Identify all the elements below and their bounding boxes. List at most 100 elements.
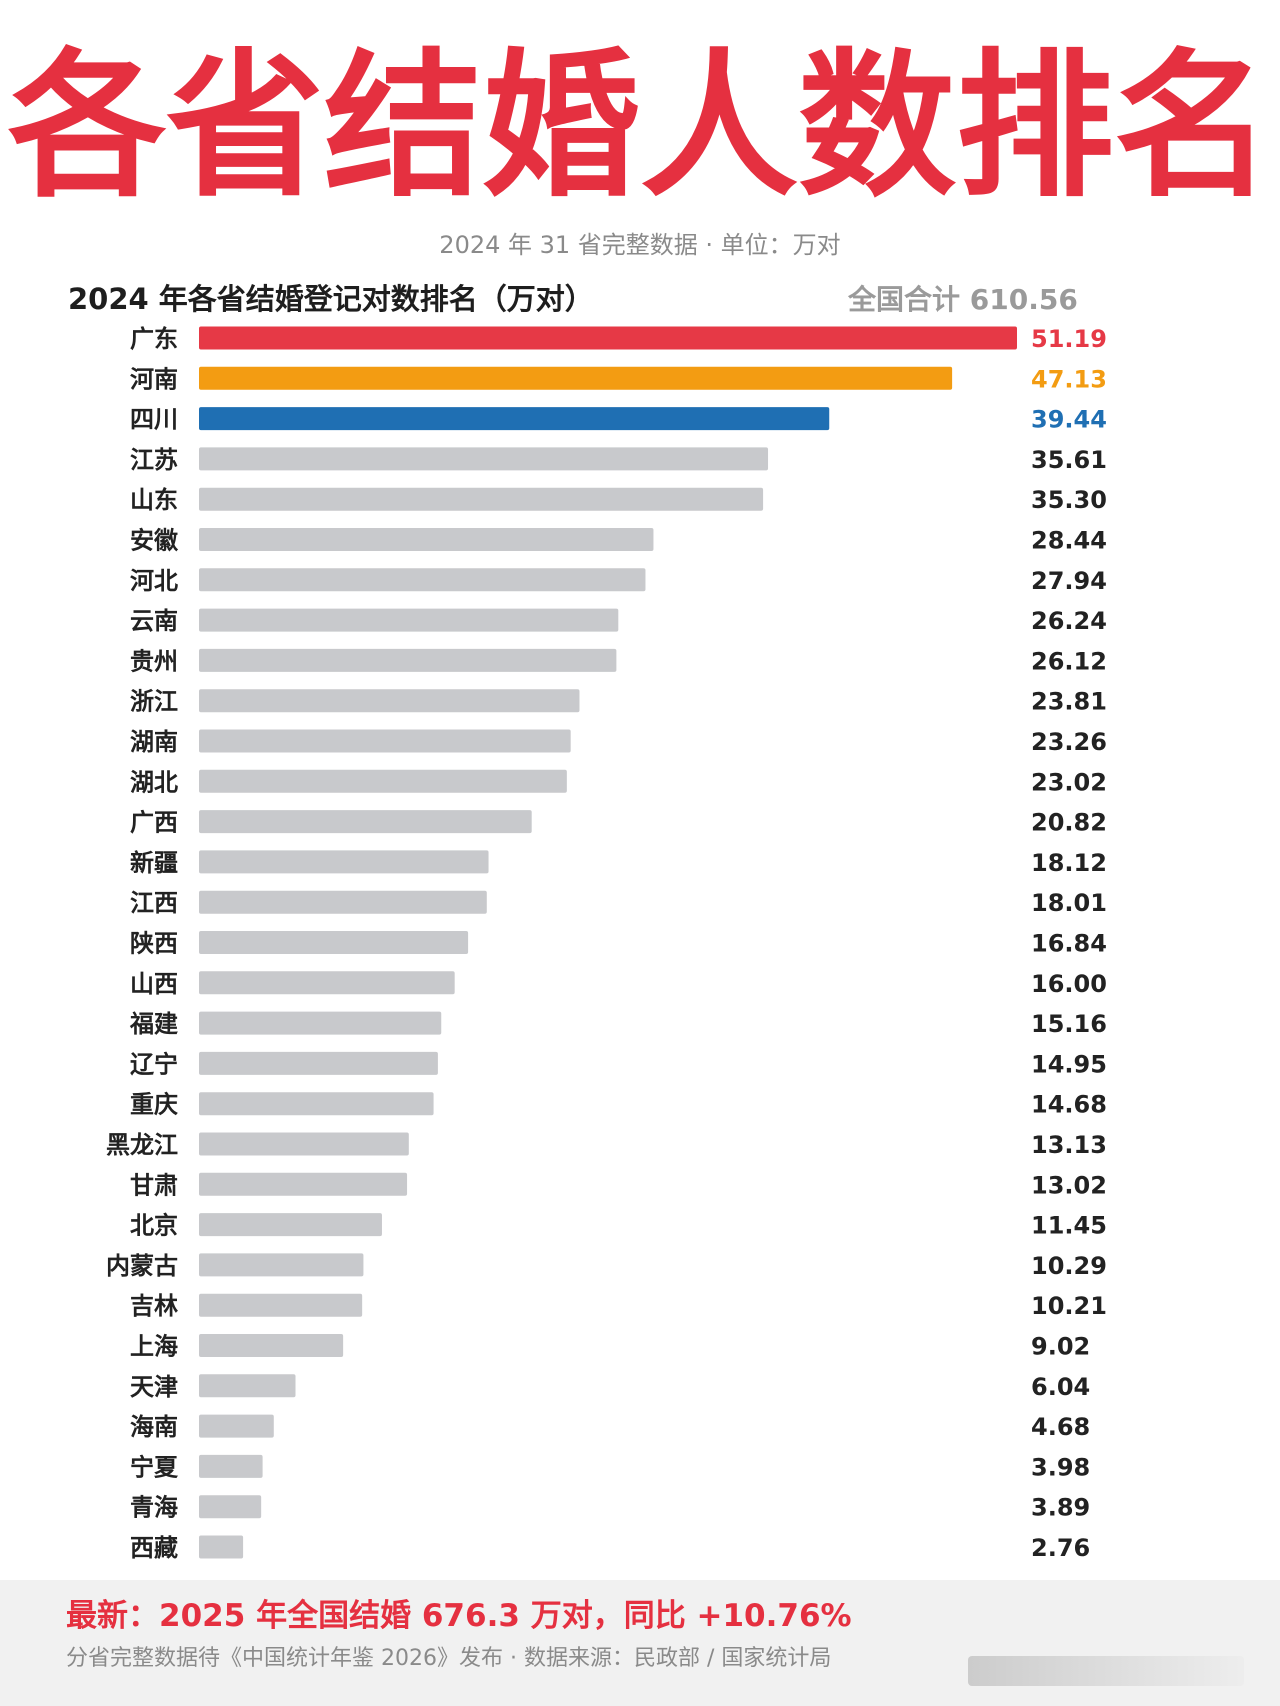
category-label: 湖南 — [130, 728, 178, 756]
data-label: 14.95 — [1031, 1050, 1107, 1078]
data-label: 47.13 — [1031, 365, 1107, 393]
national-total-label: 全国合计 610.56 — [848, 283, 1078, 316]
bar — [199, 1414, 274, 1438]
data-label: 39.44 — [1031, 406, 1107, 434]
category-label: 四川 — [130, 406, 178, 434]
data-label: 9.02 — [1031, 1333, 1090, 1361]
watermark-logo — [968, 1656, 1244, 1686]
category-label: 辽宁 — [130, 1050, 178, 1078]
bar — [199, 568, 646, 592]
bar — [199, 810, 532, 834]
chart-title: 2024 年各省结婚登记对数排名（万对） — [68, 282, 594, 316]
category-label: 青海 — [130, 1494, 178, 1522]
data-label: 16.00 — [1031, 970, 1107, 998]
footer-source-note: 分省完整数据待《中国统计年鉴 2026》发布 · 数据来源：民政部 / 国家统计… — [66, 1646, 832, 1671]
bar — [199, 1253, 364, 1277]
category-label: 海南 — [130, 1413, 178, 1441]
bar — [199, 1334, 344, 1357]
category-label: 内蒙古 — [106, 1252, 178, 1280]
category-label: 黑龙江 — [106, 1131, 178, 1159]
category-label: 河北 — [130, 567, 178, 595]
data-label: 23.26 — [1031, 728, 1107, 756]
headline-title: 各省结婚人数排名 — [8, 35, 1272, 219]
category-label: 云南 — [130, 607, 178, 635]
bar — [199, 528, 654, 551]
category-label: 贵州 — [130, 647, 178, 675]
data-label: 3.89 — [1031, 1494, 1090, 1522]
data-label: 23.81 — [1031, 688, 1107, 716]
category-label: 广西 — [130, 809, 178, 837]
category-label: 安徽 — [130, 527, 179, 555]
bar — [199, 850, 489, 874]
data-label: 18.01 — [1031, 889, 1107, 917]
bar — [199, 689, 580, 713]
category-label: 湖北 — [130, 768, 178, 796]
category-label: 陕西 — [130, 930, 178, 958]
bar — [199, 1051, 438, 1075]
footer-panel: 最新：2025 年全国结婚 676.3 万对，同比 +10.76% 分省完整数据… — [0, 1580, 1280, 1706]
category-label: 山西 — [130, 970, 178, 998]
data-label: 15.16 — [1031, 1010, 1107, 1038]
category-label: 西藏 — [130, 1534, 178, 1562]
bar — [199, 890, 487, 914]
data-label: 35.30 — [1031, 486, 1107, 514]
bar — [199, 326, 1017, 350]
bar — [199, 487, 764, 511]
category-label: 江西 — [130, 889, 178, 917]
data-label: 16.84 — [1031, 930, 1107, 958]
data-label: 3.98 — [1031, 1453, 1090, 1481]
data-label: 14.68 — [1031, 1091, 1107, 1119]
category-label: 新疆 — [130, 849, 178, 877]
data-label: 6.04 — [1031, 1373, 1090, 1401]
data-label: 35.61 — [1031, 446, 1107, 474]
category-label: 河南 — [130, 365, 178, 393]
category-label: 上海 — [130, 1333, 178, 1361]
data-label: 51.19 — [1031, 325, 1107, 353]
data-label: 10.29 — [1031, 1252, 1107, 1280]
category-label: 江苏 — [130, 446, 178, 474]
bar — [199, 447, 769, 471]
bar-chart: 广东 51.19 河南 47.13 四川 39.44 江苏 35.61 山东 35.30 安徽 28.… — [106, 325, 1107, 1562]
data-label: 13.02 — [1031, 1171, 1107, 1199]
data-label: 10.21 — [1031, 1292, 1107, 1320]
data-label: 4.68 — [1031, 1413, 1090, 1441]
data-label: 26.24 — [1031, 607, 1107, 635]
category-label: 重庆 — [130, 1091, 178, 1119]
data-label: 23.02 — [1031, 768, 1107, 796]
bar — [199, 648, 617, 672]
bar — [199, 1011, 442, 1035]
bar — [199, 971, 455, 995]
bar — [199, 1213, 382, 1237]
subtitle: 2024 年 31 省完整数据 · 单位：万对 — [439, 231, 841, 259]
bar — [199, 366, 953, 390]
bar — [199, 769, 567, 793]
bar — [199, 1172, 408, 1196]
data-label: 26.12 — [1031, 647, 1107, 675]
category-label: 甘肃 — [130, 1171, 178, 1199]
category-label: 北京 — [130, 1212, 178, 1240]
footer-latest-stat: 最新：2025 年全国结婚 676.3 万对，同比 +10.76% — [66, 1598, 852, 1634]
bar — [199, 1495, 262, 1519]
bar — [199, 1092, 434, 1116]
bar — [199, 1535, 244, 1559]
category-label: 吉林 — [130, 1292, 178, 1320]
bar — [199, 1132, 409, 1156]
data-label: 27.94 — [1031, 567, 1107, 595]
category-label: 浙江 — [130, 688, 178, 716]
bar — [199, 1454, 263, 1478]
bar — [199, 1293, 363, 1317]
data-label: 20.82 — [1031, 809, 1107, 837]
category-label: 山东 — [130, 486, 178, 514]
bar — [199, 407, 830, 431]
bar — [199, 1374, 296, 1398]
category-label: 福建 — [129, 1010, 178, 1038]
data-label: 18.12 — [1031, 849, 1107, 877]
bar — [199, 729, 571, 753]
data-label: 28.44 — [1031, 527, 1107, 555]
bar — [199, 608, 619, 632]
data-label: 2.76 — [1031, 1534, 1090, 1562]
bar — [199, 931, 469, 954]
category-label: 广东 — [130, 325, 178, 353]
data-label: 11.45 — [1031, 1212, 1107, 1240]
category-label: 宁夏 — [130, 1453, 179, 1481]
